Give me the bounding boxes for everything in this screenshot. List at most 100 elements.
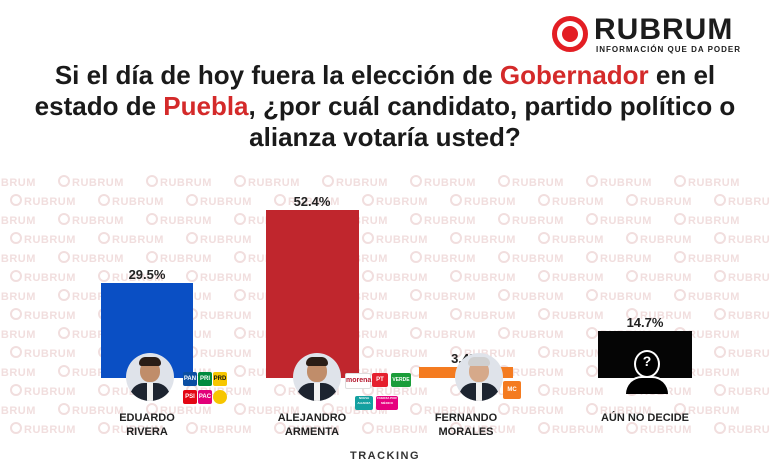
- watermark-text: RUBRUM: [10, 422, 76, 436]
- watermark-text: RUBRUM: [98, 422, 164, 436]
- watermark-text: RUBRUM: [146, 251, 212, 265]
- logo-dot-icon: [562, 26, 578, 42]
- watermark-text: RUBRUM: [538, 232, 604, 246]
- watermark-text: RUBRUM: [362, 308, 428, 322]
- party-logo-verde: VERDE: [391, 373, 411, 387]
- prd-sun-icon: [213, 390, 227, 404]
- party-logo-fuerza-por-mexico: FUERZA POR MÉXICO: [376, 396, 398, 410]
- watermark-text: RUBRUM: [714, 384, 770, 398]
- watermark-text: RUBRUM: [498, 175, 564, 189]
- watermark-text: RUBRUM: [10, 270, 76, 284]
- watermark-text: RUBRUM: [98, 270, 164, 284]
- watermark-text: RUBRUM: [186, 422, 252, 436]
- watermark-text: RUBRUM: [146, 403, 212, 417]
- watermark-text: RUBRUM: [362, 232, 428, 246]
- watermark-text: RUBRUM: [10, 346, 76, 360]
- watermark-text: RUBRUM: [674, 175, 740, 189]
- watermark-text: RUBRUM: [410, 327, 476, 341]
- watermark-text: RUBRUM: [586, 289, 652, 303]
- watermark-text: RUBRUM: [498, 403, 564, 417]
- candidate-name-fernando-morales: FERNANDO MORALES: [396, 411, 536, 439]
- watermark-text: RUBRUM: [362, 422, 428, 436]
- watermark-text: RUBRUM: [0, 253, 36, 265]
- watermark-text: RUBRUM: [674, 213, 740, 227]
- watermark-text: RUBRUM: [362, 194, 428, 208]
- watermark-text: RUBRUM: [626, 194, 692, 208]
- watermark-text: RUBRUM: [186, 232, 252, 246]
- watermark-text: RUBRUM: [0, 367, 36, 379]
- watermark-text: RUBRUM: [538, 308, 604, 322]
- watermark-text: RUBRUM: [674, 251, 740, 265]
- party-logo-pri: PRI: [198, 372, 212, 386]
- bar-alejandro-armenta: [265, 210, 359, 378]
- candidate-photo-eduardo-rivera: [126, 353, 174, 401]
- watermark-text: RUBRUM: [714, 270, 770, 284]
- watermark-text: RUBRUM: [714, 308, 770, 322]
- watermark-text: RUBRUM: [10, 232, 76, 246]
- party-logo-pt: PT: [372, 373, 388, 387]
- watermark-text: RUBRUM: [498, 251, 564, 265]
- watermark-text: RUBRUM: [626, 308, 692, 322]
- watermark-text: RUBRUM: [714, 422, 770, 436]
- watermark-text: RUBRUM: [538, 346, 604, 360]
- watermark-text: RUBRUM: [498, 213, 564, 227]
- watermark-text: RUBRUM: [0, 177, 36, 189]
- watermark-text: RUBRUM: [410, 175, 476, 189]
- watermark-text: RUBRUM: [586, 175, 652, 189]
- party-logo-mc: MC: [503, 381, 521, 399]
- watermark-text: RUBRUM: [450, 422, 516, 436]
- question-part-3: , ¿por cuál candidato, partido político …: [248, 91, 736, 152]
- logo-tagline: INFORMACIÓN QUE DA PODER: [596, 45, 742, 54]
- candidate-first-name: FERNANDO: [434, 412, 498, 424]
- logo-name: RUBRUM: [594, 13, 734, 46]
- watermark-text: RUBRUM: [674, 289, 740, 303]
- party-logo-prd: PRD: [213, 372, 227, 386]
- candidate-name-alejandro-armenta: ALEJANDRO ARMENTA: [242, 411, 382, 439]
- candidate-first-name: EDUARDO: [119, 412, 175, 424]
- candidate-last-name: RIVERA: [126, 426, 168, 438]
- value-label-eduardo-rivera: 29.5%: [128, 267, 166, 282]
- watermark-text: RUBRUM: [274, 422, 340, 436]
- watermark-text: RUBRUM: [538, 384, 604, 398]
- watermark-text: RUBRUM: [626, 422, 692, 436]
- watermark-text: RUBRUM: [0, 215, 36, 227]
- candidate-photo-fernando-morales: [455, 353, 503, 401]
- watermark-text: RUBRUM: [322, 403, 388, 417]
- candidate-last-name: MORALES: [438, 426, 494, 438]
- watermark-text: RUBRUM: [450, 194, 516, 208]
- watermark-text: RUBRUM: [714, 194, 770, 208]
- watermark-text: RUBRUM: [186, 308, 252, 322]
- watermark-text: RUBRUM: [234, 403, 300, 417]
- watermark-text: RUBRUM: [98, 232, 164, 246]
- watermark-text: RUBRUM: [674, 403, 740, 417]
- watermark-text: RUBRUM: [58, 251, 124, 265]
- watermark-text: RUBRUM: [498, 289, 564, 303]
- watermark-text: RUBRUM: [0, 405, 36, 417]
- watermark-text: RUBRUM: [626, 270, 692, 284]
- undecided-silhouette-icon: ?: [622, 350, 670, 394]
- watermark-text: RUBRUM: [714, 232, 770, 246]
- watermark-text: RUBRUM: [146, 175, 212, 189]
- survey-question: Si el día de hoy fuera la elección de Go…: [20, 60, 750, 153]
- watermark-text: RUBRUM: [0, 291, 36, 303]
- watermark-text: RUBRUM: [538, 422, 604, 436]
- watermark-text: RUBRUM: [58, 175, 124, 189]
- watermark-text: RUBRUM: [586, 403, 652, 417]
- candidate-last-name: ARMENTA: [284, 426, 340, 438]
- watermark-text: RUBRUM: [10, 384, 76, 398]
- footer-tracking-label: TRACKING: [349, 450, 421, 462]
- category-label: AÚN NO DECIDE: [600, 412, 689, 424]
- party-logo-nueva-alianza: NUEVA ALIANZA: [355, 396, 373, 410]
- watermark-text: RUBRUM: [362, 346, 428, 360]
- watermark-text: RUBRUM: [538, 194, 604, 208]
- watermark-text: RUBRUM: [234, 175, 300, 189]
- watermark-text: RUBRUM: [58, 213, 124, 227]
- watermark-text: RUBRUM: [322, 175, 388, 189]
- value-label-alejandro-armenta: 52.4%: [293, 194, 331, 209]
- watermark-text: RUBRUM: [274, 194, 340, 208]
- watermark-text: RUBRUM: [186, 194, 252, 208]
- logo-ring-icon: [552, 16, 588, 52]
- watermark-text: RUBRUM: [410, 213, 476, 227]
- party-logo-morena: morena: [345, 373, 371, 389]
- watermark-text: RUBRUM: [0, 329, 36, 341]
